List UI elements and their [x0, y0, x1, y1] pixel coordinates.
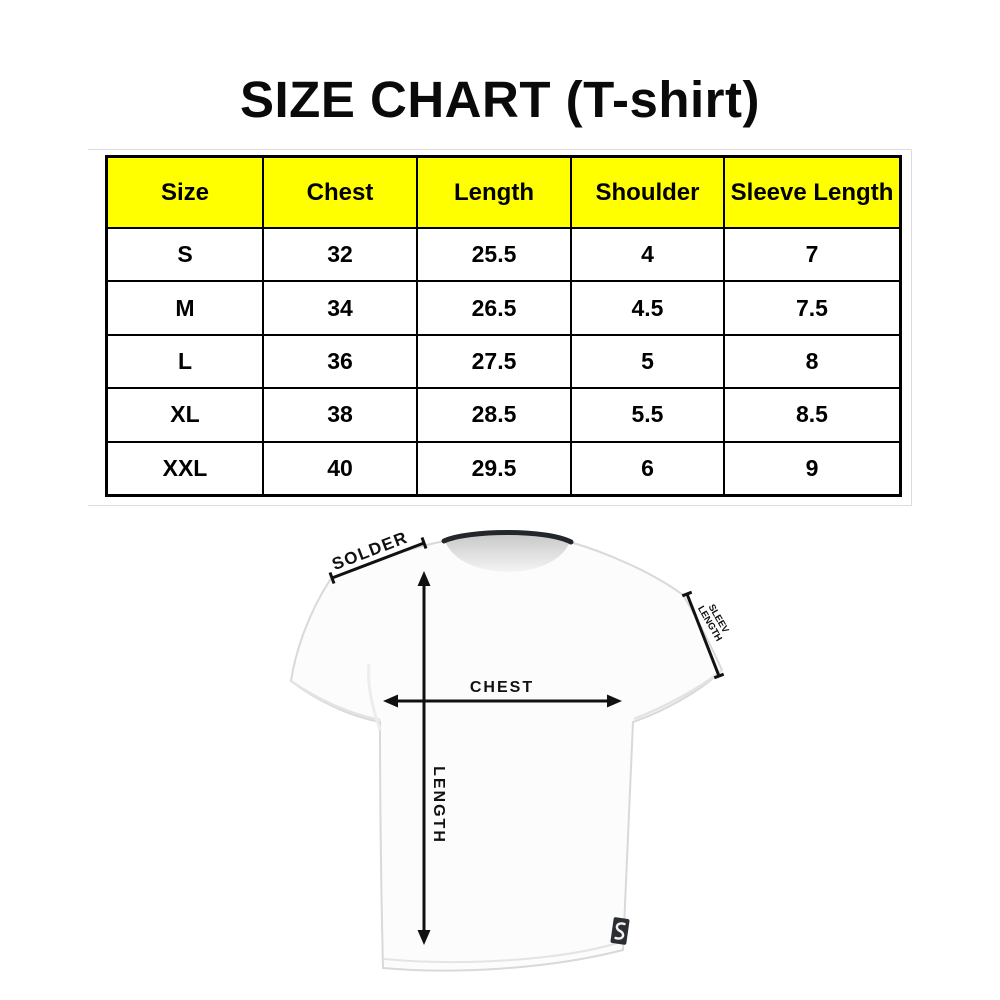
gridline-artifact-bottom [88, 505, 912, 506]
cell-xl-size: XL [108, 389, 262, 441]
cell-l-sleeve: 8 [725, 335, 899, 388]
cell-xxl-chest: 40 [264, 442, 416, 494]
bottom-hem-stitch [383, 941, 622, 963]
length-label: LENGTH [430, 766, 447, 844]
left-body-crease [367, 663, 382, 731]
tshirt-body [289, 533, 724, 972]
cell-l-chest: 36 [264, 335, 416, 388]
left-sleeve-hem [290, 679, 381, 722]
shoulder-measure [328, 536, 428, 585]
column-header-length: Length [418, 158, 570, 227]
collar [441, 530, 574, 545]
column-header-sleeve-length: Sleeve Length [725, 158, 899, 227]
cell-xxl-shoulder: 6 [572, 442, 723, 494]
gridline-artifact-right [911, 149, 912, 506]
cell-m-length: 26.5 [418, 282, 570, 334]
cell-s-size: S [108, 229, 262, 281]
chest-measure [383, 694, 622, 708]
cell-xxl-length: 29.5 [418, 442, 570, 494]
neck-opening [445, 535, 570, 572]
cell-m-sleeve: 7.5 [725, 282, 899, 334]
column-header-shoulder: Shoulder [572, 158, 723, 227]
cell-s-chest: 32 [264, 229, 416, 281]
chest-label: CHEST [470, 679, 534, 696]
column-header-size: Size [108, 158, 262, 227]
gridline-artifact-top [88, 149, 912, 150]
cell-xxl-sleeve: 9 [725, 442, 899, 494]
tshirt-measurement-diagram: SOLDER SLEEV LENGTH CHEST LENGTH [250, 505, 770, 1000]
length-measure [417, 571, 431, 945]
cell-l-size: L [108, 335, 262, 388]
size-chart-table: Size Chest Length Shoulder Sleeve Length… [105, 155, 902, 497]
sleeve-measure [681, 590, 725, 680]
cell-m-shoulder: 4.5 [572, 282, 723, 334]
cell-l-length: 27.5 [418, 335, 570, 388]
cell-s-sleeve: 7 [725, 229, 899, 281]
cell-xl-shoulder: 5.5 [572, 389, 723, 441]
cell-s-shoulder: 4 [572, 229, 723, 281]
cell-s-length: 25.5 [418, 229, 570, 281]
column-header-chest: Chest [264, 158, 416, 227]
cell-xl-chest: 38 [264, 389, 416, 441]
brand-tag [610, 917, 630, 945]
cell-xxl-size: XXL [108, 442, 262, 494]
cell-m-size: M [108, 282, 262, 334]
cell-m-chest: 34 [264, 282, 416, 334]
cell-l-shoulder: 5 [572, 335, 723, 388]
cell-xl-sleeve: 8.5 [725, 389, 899, 441]
page-title: SIZE CHART (T-shirt) [240, 71, 760, 128]
right-sleeve-hem [633, 669, 723, 721]
cell-xl-length: 28.5 [418, 389, 570, 441]
